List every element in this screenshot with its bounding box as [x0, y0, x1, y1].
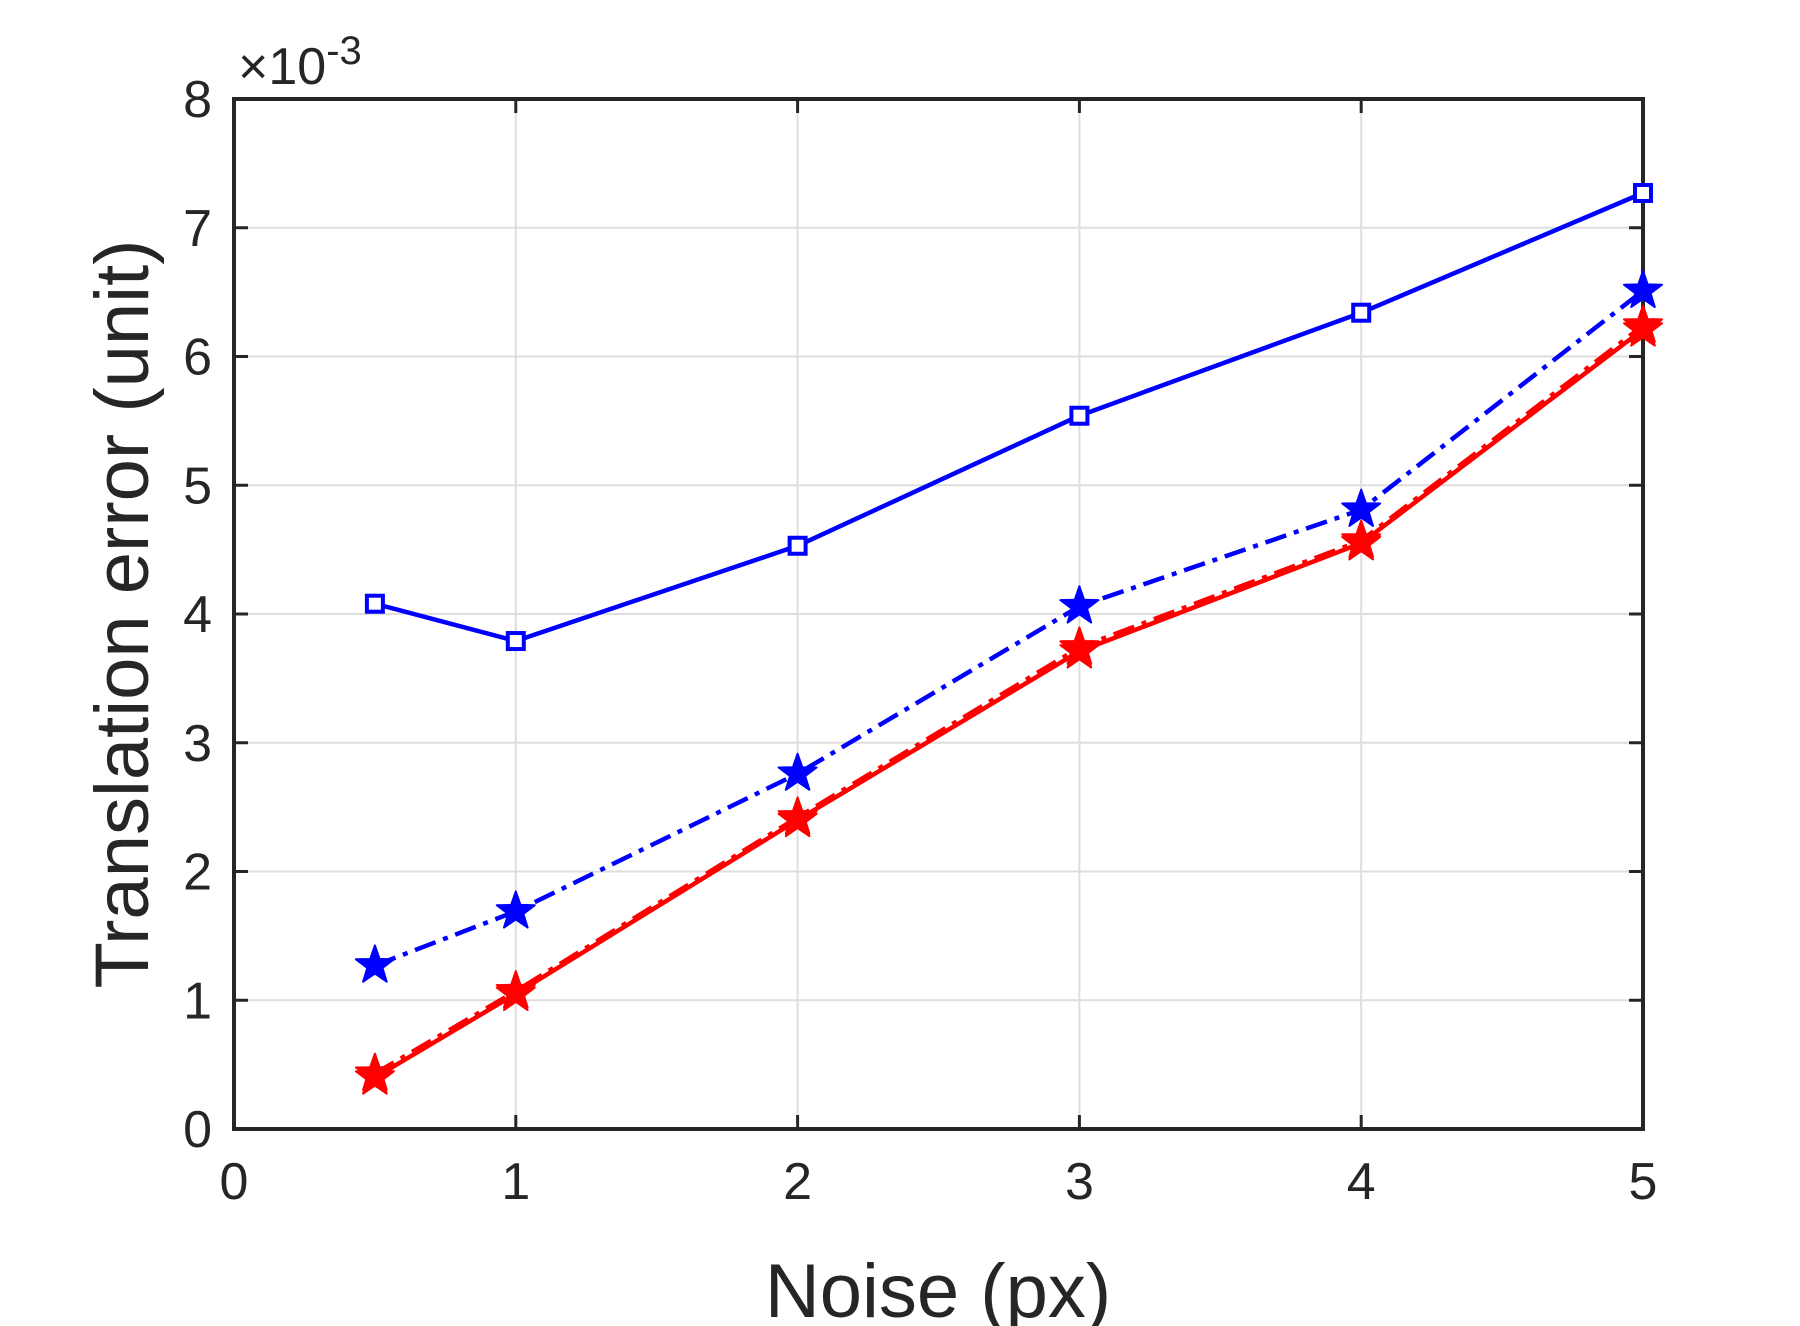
- series-1: [364, 182, 1653, 652]
- data-point: [364, 593, 385, 614]
- series-4-line: [373, 327, 1645, 1080]
- data-point: [495, 972, 536, 1011]
- x-tick-label: 5: [1629, 1153, 1658, 1211]
- data-point: [777, 752, 818, 791]
- x-tick-label: 3: [1065, 1153, 1094, 1211]
- data-point: [1633, 182, 1653, 203]
- data-point: [777, 799, 818, 838]
- data-point: [505, 631, 526, 652]
- y-tick-label: 7: [183, 200, 212, 258]
- series-2: [354, 269, 1663, 983]
- series-layer: [354, 182, 1663, 1095]
- y-tick-label: 8: [183, 71, 212, 129]
- data-point: [354, 944, 395, 983]
- x-tick-label: 4: [1347, 1153, 1376, 1211]
- y-tick-labels: 0 1 2 3 4 5 6 7 8: [183, 71, 212, 1159]
- y-exponent-label: ×10-3: [238, 29, 362, 96]
- data-point: [1351, 302, 1372, 323]
- y-exponent-power: -3: [326, 29, 362, 73]
- x-tick-labels: 0 1 2 3 4 5: [220, 1153, 1658, 1211]
- y-axis-title: Translation error (unit): [80, 240, 165, 989]
- plot-frame: [232, 97, 1645, 1131]
- data-point: [1341, 522, 1382, 561]
- data-point: [354, 1056, 395, 1095]
- y-tick-label: 6: [183, 329, 212, 387]
- y-tick-label: 5: [183, 457, 212, 515]
- series-3-line: [373, 323, 1645, 1076]
- data-point: [1069, 405, 1090, 426]
- x-tick-label: 0: [220, 1153, 249, 1211]
- x-tick-label: 2: [783, 1153, 812, 1211]
- y-tick-label: 2: [183, 844, 212, 902]
- data-point: [787, 535, 808, 556]
- series-2-line: [374, 289, 1645, 968]
- data-point: [1059, 630, 1100, 669]
- data-point: [495, 890, 536, 929]
- series-1-line: [374, 190, 1644, 644]
- y-tick-label: 1: [183, 972, 212, 1030]
- x-tick-label: 1: [501, 1153, 530, 1211]
- y-tick-label: 0: [183, 1101, 212, 1159]
- y-tick-label: 4: [183, 586, 212, 644]
- data-point: [1059, 585, 1100, 624]
- series-4: [354, 308, 1663, 1095]
- data-point: [1623, 308, 1663, 347]
- y-exponent-base: ×10: [238, 38, 326, 96]
- data-point: [1341, 488, 1382, 527]
- y-tick-label: 3: [183, 715, 212, 773]
- data-point: [1623, 269, 1663, 308]
- x-axis-title: Noise (px): [765, 1249, 1111, 1326]
